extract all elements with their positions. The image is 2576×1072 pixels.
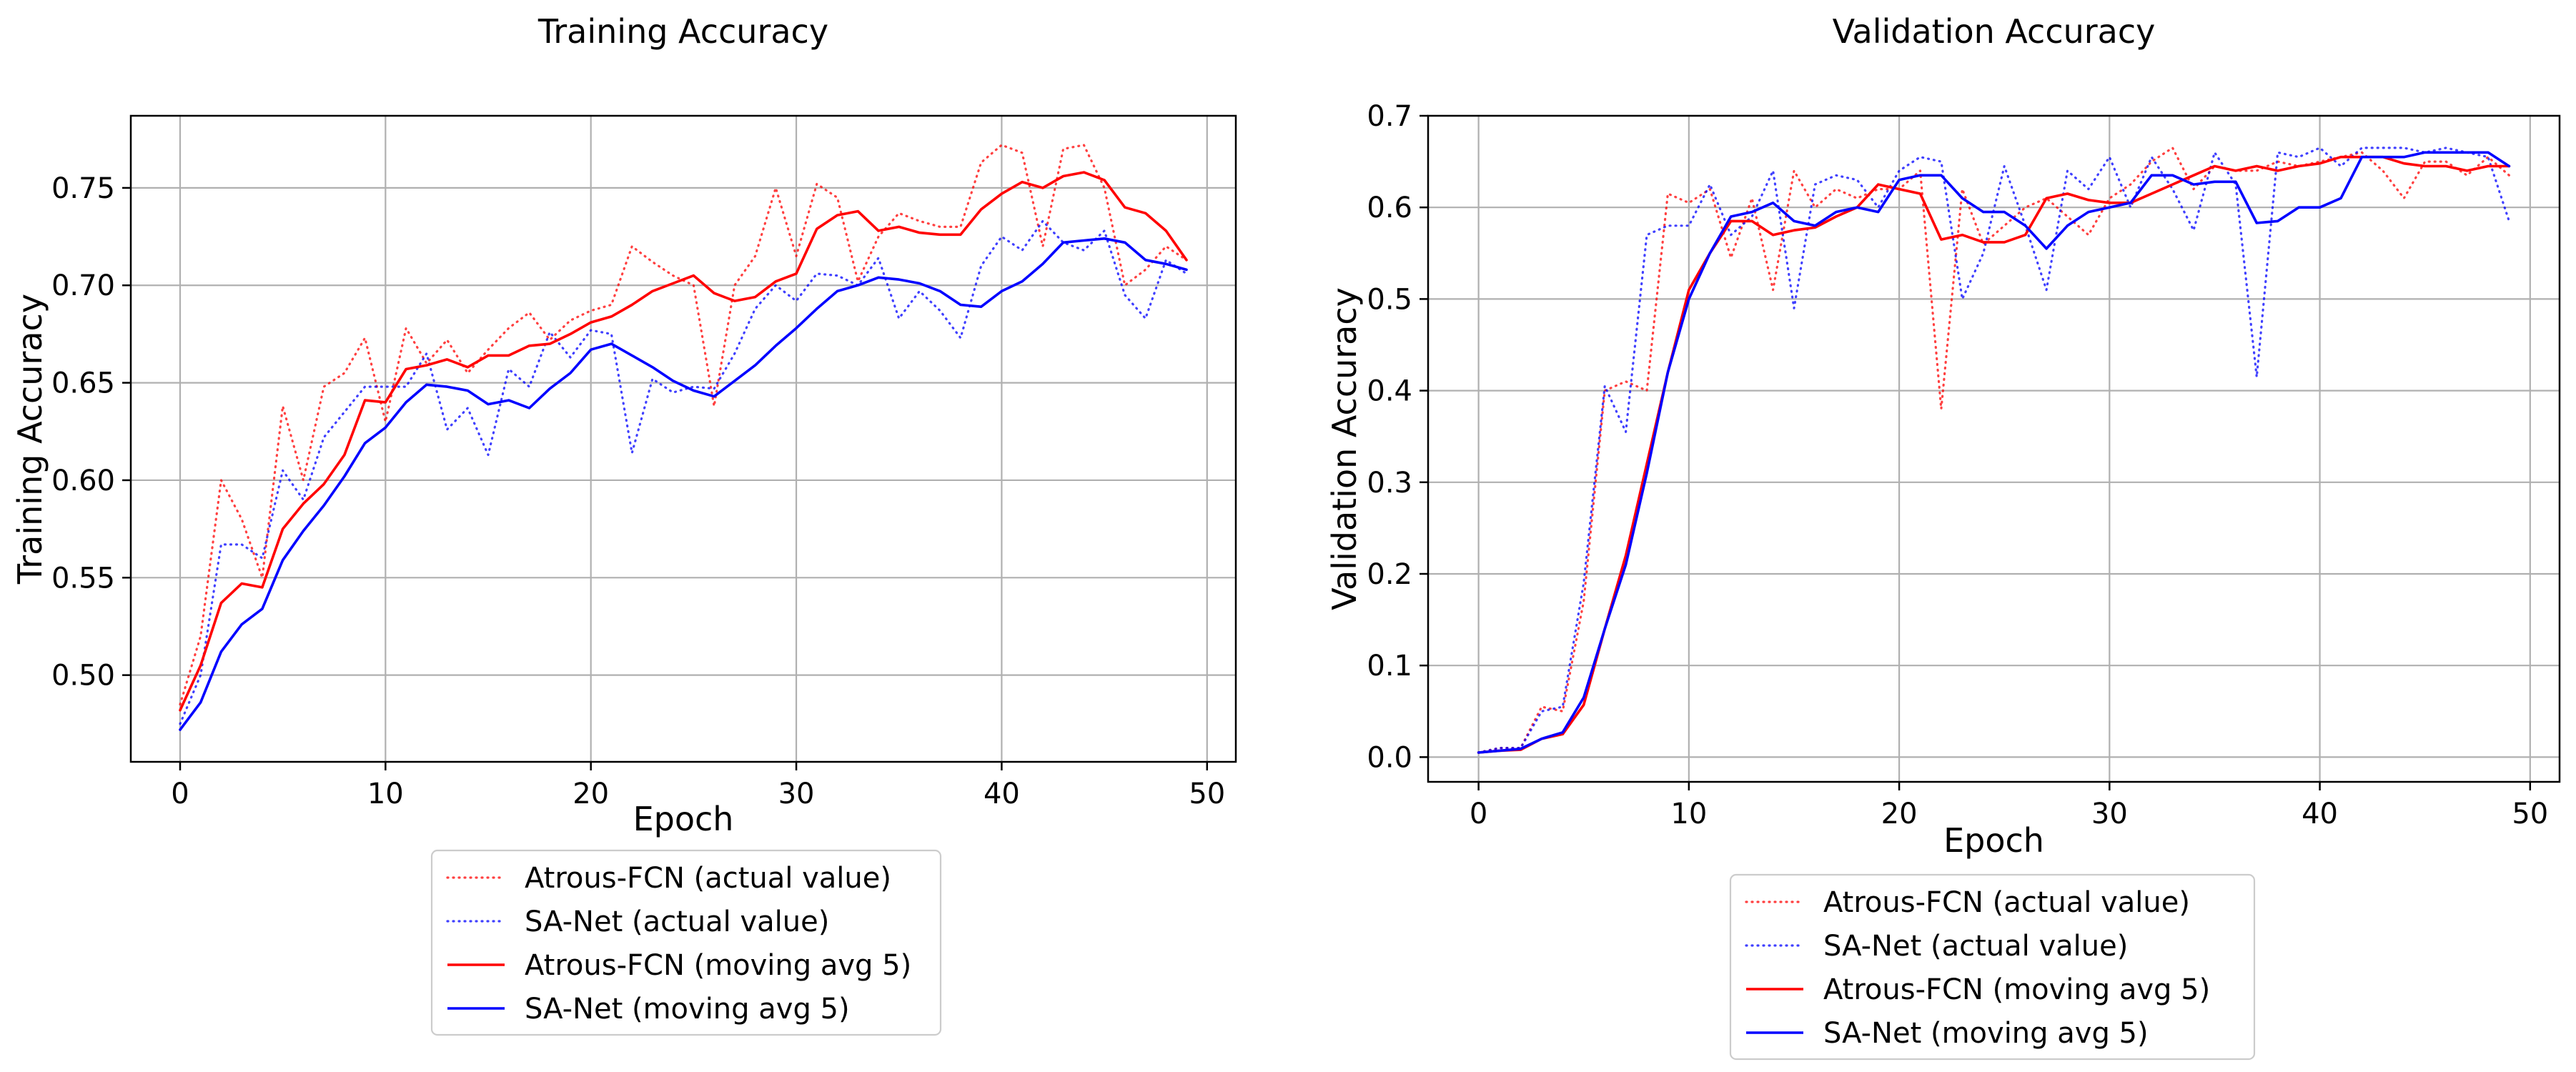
y-tick-label: 0.6 [1367,192,1412,224]
training-accuracy-chart: Training Accuracy 0 10 20 30 40 50 0.50 0.55 0.60… [11,12,1237,1036]
y-axis-label: Validation Accuracy [1325,287,1364,610]
x-tick-label: 50 [2512,798,2548,830]
legend-box [1729,873,2256,1061]
y-tick-label: 0.60 [51,465,115,497]
chart-title: Validation Accuracy [1833,12,2156,51]
legend-label: Atrous-FCN (moving avg 5) [1823,973,2210,1006]
x-tick-label: 40 [2302,798,2338,830]
y-tick-label: 0.65 [51,367,115,400]
series-line-sa-net-actual-value [179,219,1188,725]
y-tick-label: 0.1 [1367,650,1412,683]
validation-accuracy-chart: Validation Accuracy 0 10 20 30 40 50 0.0 0.1 0.2 0… [1325,12,2561,1061]
y-tick-label: 0.2 [1367,558,1412,591]
x-tick-label: 20 [1881,798,1918,830]
y-tick-label: 0.7 [1367,100,1412,133]
series-line-sa-net-moving-avg-5 [1477,151,2511,754]
x-axis-label: Epoch [1943,821,2044,860]
x-tick-label: 20 [573,778,609,810]
chart-title: Training Accuracy [538,12,828,51]
legend: Atrous-FCN (actual value) SA-Net (actual … [1729,873,2256,1061]
legend-label: Atrous-FCN (moving avg 5) [525,949,911,982]
y-tick-label: 0.75 [51,172,115,205]
x-tick-label: 10 [367,778,404,810]
y-tick-label: 0.70 [51,269,115,302]
plot-frame [1427,114,2561,783]
y-tick-label: 0.0 [1367,741,1412,774]
x-tick-label: 30 [778,778,815,810]
y-tick-label: 0.50 [51,660,115,693]
legend-label: Atrous-FCN (actual value) [1823,886,2190,919]
y-tick-label: 0.3 [1367,467,1412,500]
series-line-sa-net-actual-value [1477,147,2510,754]
x-tick-label: 0 [171,778,189,810]
series-line-sa-net-moving-avg-5 [179,237,1188,731]
series-group [1477,147,2511,754]
y-tick-label: 0.55 [51,562,115,595]
x-tick-label: 10 [1670,798,1707,830]
series-line-atrous-fcn-moving-avg-5 [1477,155,2511,754]
series-line-atrous-fcn-actual-value [1477,147,2510,754]
legend-label: SA-Net (moving avg 5) [525,993,850,1026]
x-tick-label: 40 [984,778,1020,810]
legend-label: SA-Net (moving avg 5) [1823,1017,2149,1050]
plot-frame [129,114,1237,763]
legend-label: Atrous-FCN (actual value) [525,862,891,895]
x-tick-label: 30 [2091,798,2128,830]
legend-box [430,849,942,1036]
legend: Atrous-FCN (actual value) SA-Net (actual … [430,849,942,1036]
series-line-atrous-fcn-moving-avg-5 [179,171,1188,712]
legend-label: SA-Net (actual value) [1823,930,2128,963]
y-tick-label: 0.4 [1367,375,1412,408]
y-tick-label: 0.5 [1367,283,1412,316]
series-group [179,144,1188,731]
x-tick-label: 50 [1189,778,1225,810]
y-axis-label: Training Accuracy [11,294,49,585]
x-tick-label: 0 [1470,798,1487,830]
legend-label: SA-Net (actual value) [525,905,829,938]
x-axis-label: Epoch [633,800,734,838]
